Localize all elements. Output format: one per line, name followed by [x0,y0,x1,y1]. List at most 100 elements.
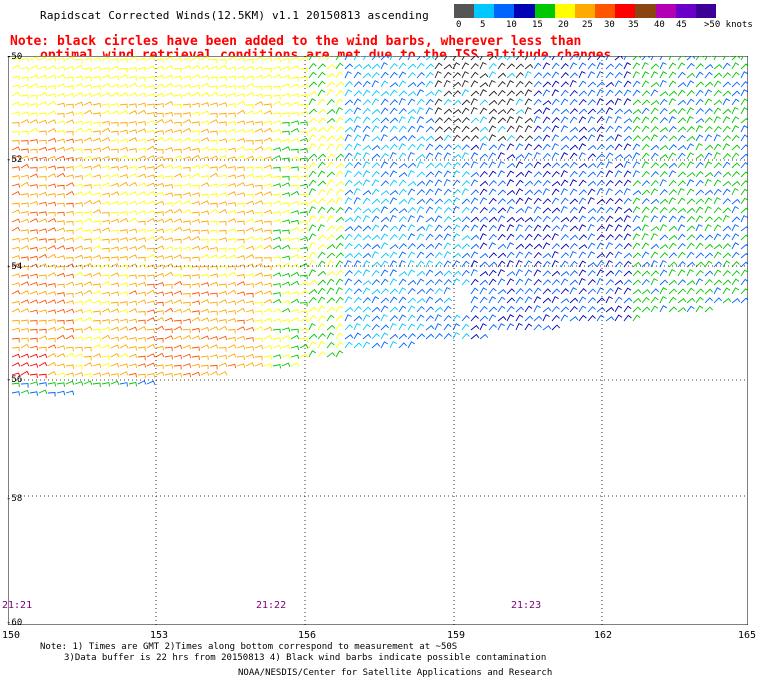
wind-barb [371,170,380,178]
wind-barb [308,259,316,268]
wind-barb [668,288,678,295]
wind-barb [191,363,201,369]
wind-barb [452,270,462,277]
wind-barb [632,306,642,313]
legend-swatch [675,4,696,18]
wind-barb [29,119,39,124]
wind-barb [488,152,497,160]
wind-barb [173,148,182,154]
wind-barb [29,337,38,343]
wind-barb [416,171,426,178]
wind-barb [605,251,614,259]
wind-barb [506,251,515,259]
wind-barb [209,148,218,154]
wind-barb [38,253,48,259]
wind-barb [704,234,714,241]
wind-barb [560,162,570,169]
wind-barb [191,91,201,97]
wind-barb [344,226,354,232]
wind-barb [200,265,209,271]
wind-barb [218,362,228,368]
wind-barb [344,287,353,295]
wind-barb [398,271,408,277]
legend-label: 10 [506,20,517,30]
wind-barb [668,152,677,160]
wind-barb [416,314,425,322]
wind-barb [182,192,192,197]
wind-barb [344,233,353,241]
wind-barb [254,66,264,72]
wind-barb [245,254,255,259]
wind-barb [173,103,182,109]
wind-barb [677,134,686,142]
wind-barb [659,91,669,97]
wind-barb [479,216,489,223]
wind-barb [326,270,336,277]
wind-barb [47,85,56,90]
wind-barb [209,229,218,235]
wind-barb [281,291,291,296]
wind-barb [497,260,506,268]
wind-barb [263,137,273,142]
wind-barb [425,217,435,223]
wind-barb [11,209,21,214]
wind-barb [551,152,560,160]
wind-barb [137,244,147,250]
wind-barb [137,57,147,62]
wind-barb [605,270,615,277]
wind-barb [344,296,353,304]
wind-barb [47,119,57,124]
wind-barb [506,98,514,106]
wind-barb [443,279,452,286]
wind-barb [668,269,676,277]
wind-barb [659,62,667,70]
wind-barb [461,135,471,142]
wind-barb [380,252,390,259]
wind-barb [56,292,65,297]
wind-barb [308,224,317,232]
wind-barb [380,190,390,196]
wind-barb [182,372,192,378]
time-label: 21:22 [256,600,287,611]
wind-barb [164,147,174,152]
wind-barb [335,153,345,160]
wind-barb [461,235,471,241]
wind-barb [317,234,327,241]
wind-barb [128,263,138,268]
wind-barb [74,353,84,358]
wind-barb [551,107,560,115]
wind-barb [317,251,326,259]
wind-barb [173,94,183,99]
wind-barb [722,125,731,133]
wind-barb [227,147,237,153]
wind-barb [236,291,246,296]
wind-barb [65,334,75,340]
wind-barb [128,254,138,259]
wind-barb [569,108,578,115]
wind-barb [713,134,721,142]
chart-title: Rapidscat Corrected Winds(12.5KM) v1.1 2… [40,9,429,22]
wind-barb [173,325,183,331]
wind-barb [245,353,255,359]
wind-barb [371,323,380,331]
wind-barb [254,344,264,350]
wind-barb [92,122,101,127]
wind-barb [389,341,397,349]
wind-barb [155,136,165,142]
wind-barb [110,173,120,178]
wind-barb [686,297,696,304]
wind-barb [245,140,254,145]
wind-barb [254,319,263,324]
legend-swatch [635,4,656,18]
wind-barb [686,242,695,250]
wind-barb [587,242,596,250]
wind-barb [38,346,47,352]
wind-barb [551,180,561,187]
wind-barb [155,364,164,369]
wind-barb [155,112,164,118]
wind-barb [362,225,372,232]
wind-barb [29,290,39,296]
wind-barb [569,89,578,97]
wind-barb [236,210,246,216]
wind-barb [389,288,399,295]
